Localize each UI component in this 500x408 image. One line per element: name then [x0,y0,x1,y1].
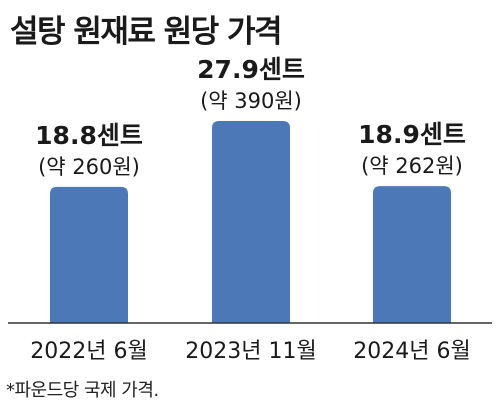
chart-footnote: *파운드당 국제 가격. [6,380,159,401]
category-label-3: 2024년 6월 [353,339,470,364]
bar-1 [50,186,128,323]
won-label-1: (약 260원) [38,155,140,179]
value-label-3: 18.9센트 [358,120,466,149]
value-label-2: 27.9센트 [197,55,305,84]
category-label-1: 2022년 6월 [30,339,147,364]
bars-layer [50,121,451,323]
won-label-3: (약 262원) [361,154,463,178]
won-label-2: (약 390원) [200,89,302,113]
labels-layer: 18.8센트 (약 260원) 2022년 6월 27.9센트 (약 390원) 2023… [30,55,470,364]
bar-2 [212,121,290,323]
value-label-1: 18.8센트 [35,121,143,150]
chart-title: 설탕 원재료 원당 가격 [10,14,283,50]
bar-3 [373,186,451,323]
category-label-2: 2023년 11월 [185,339,316,364]
